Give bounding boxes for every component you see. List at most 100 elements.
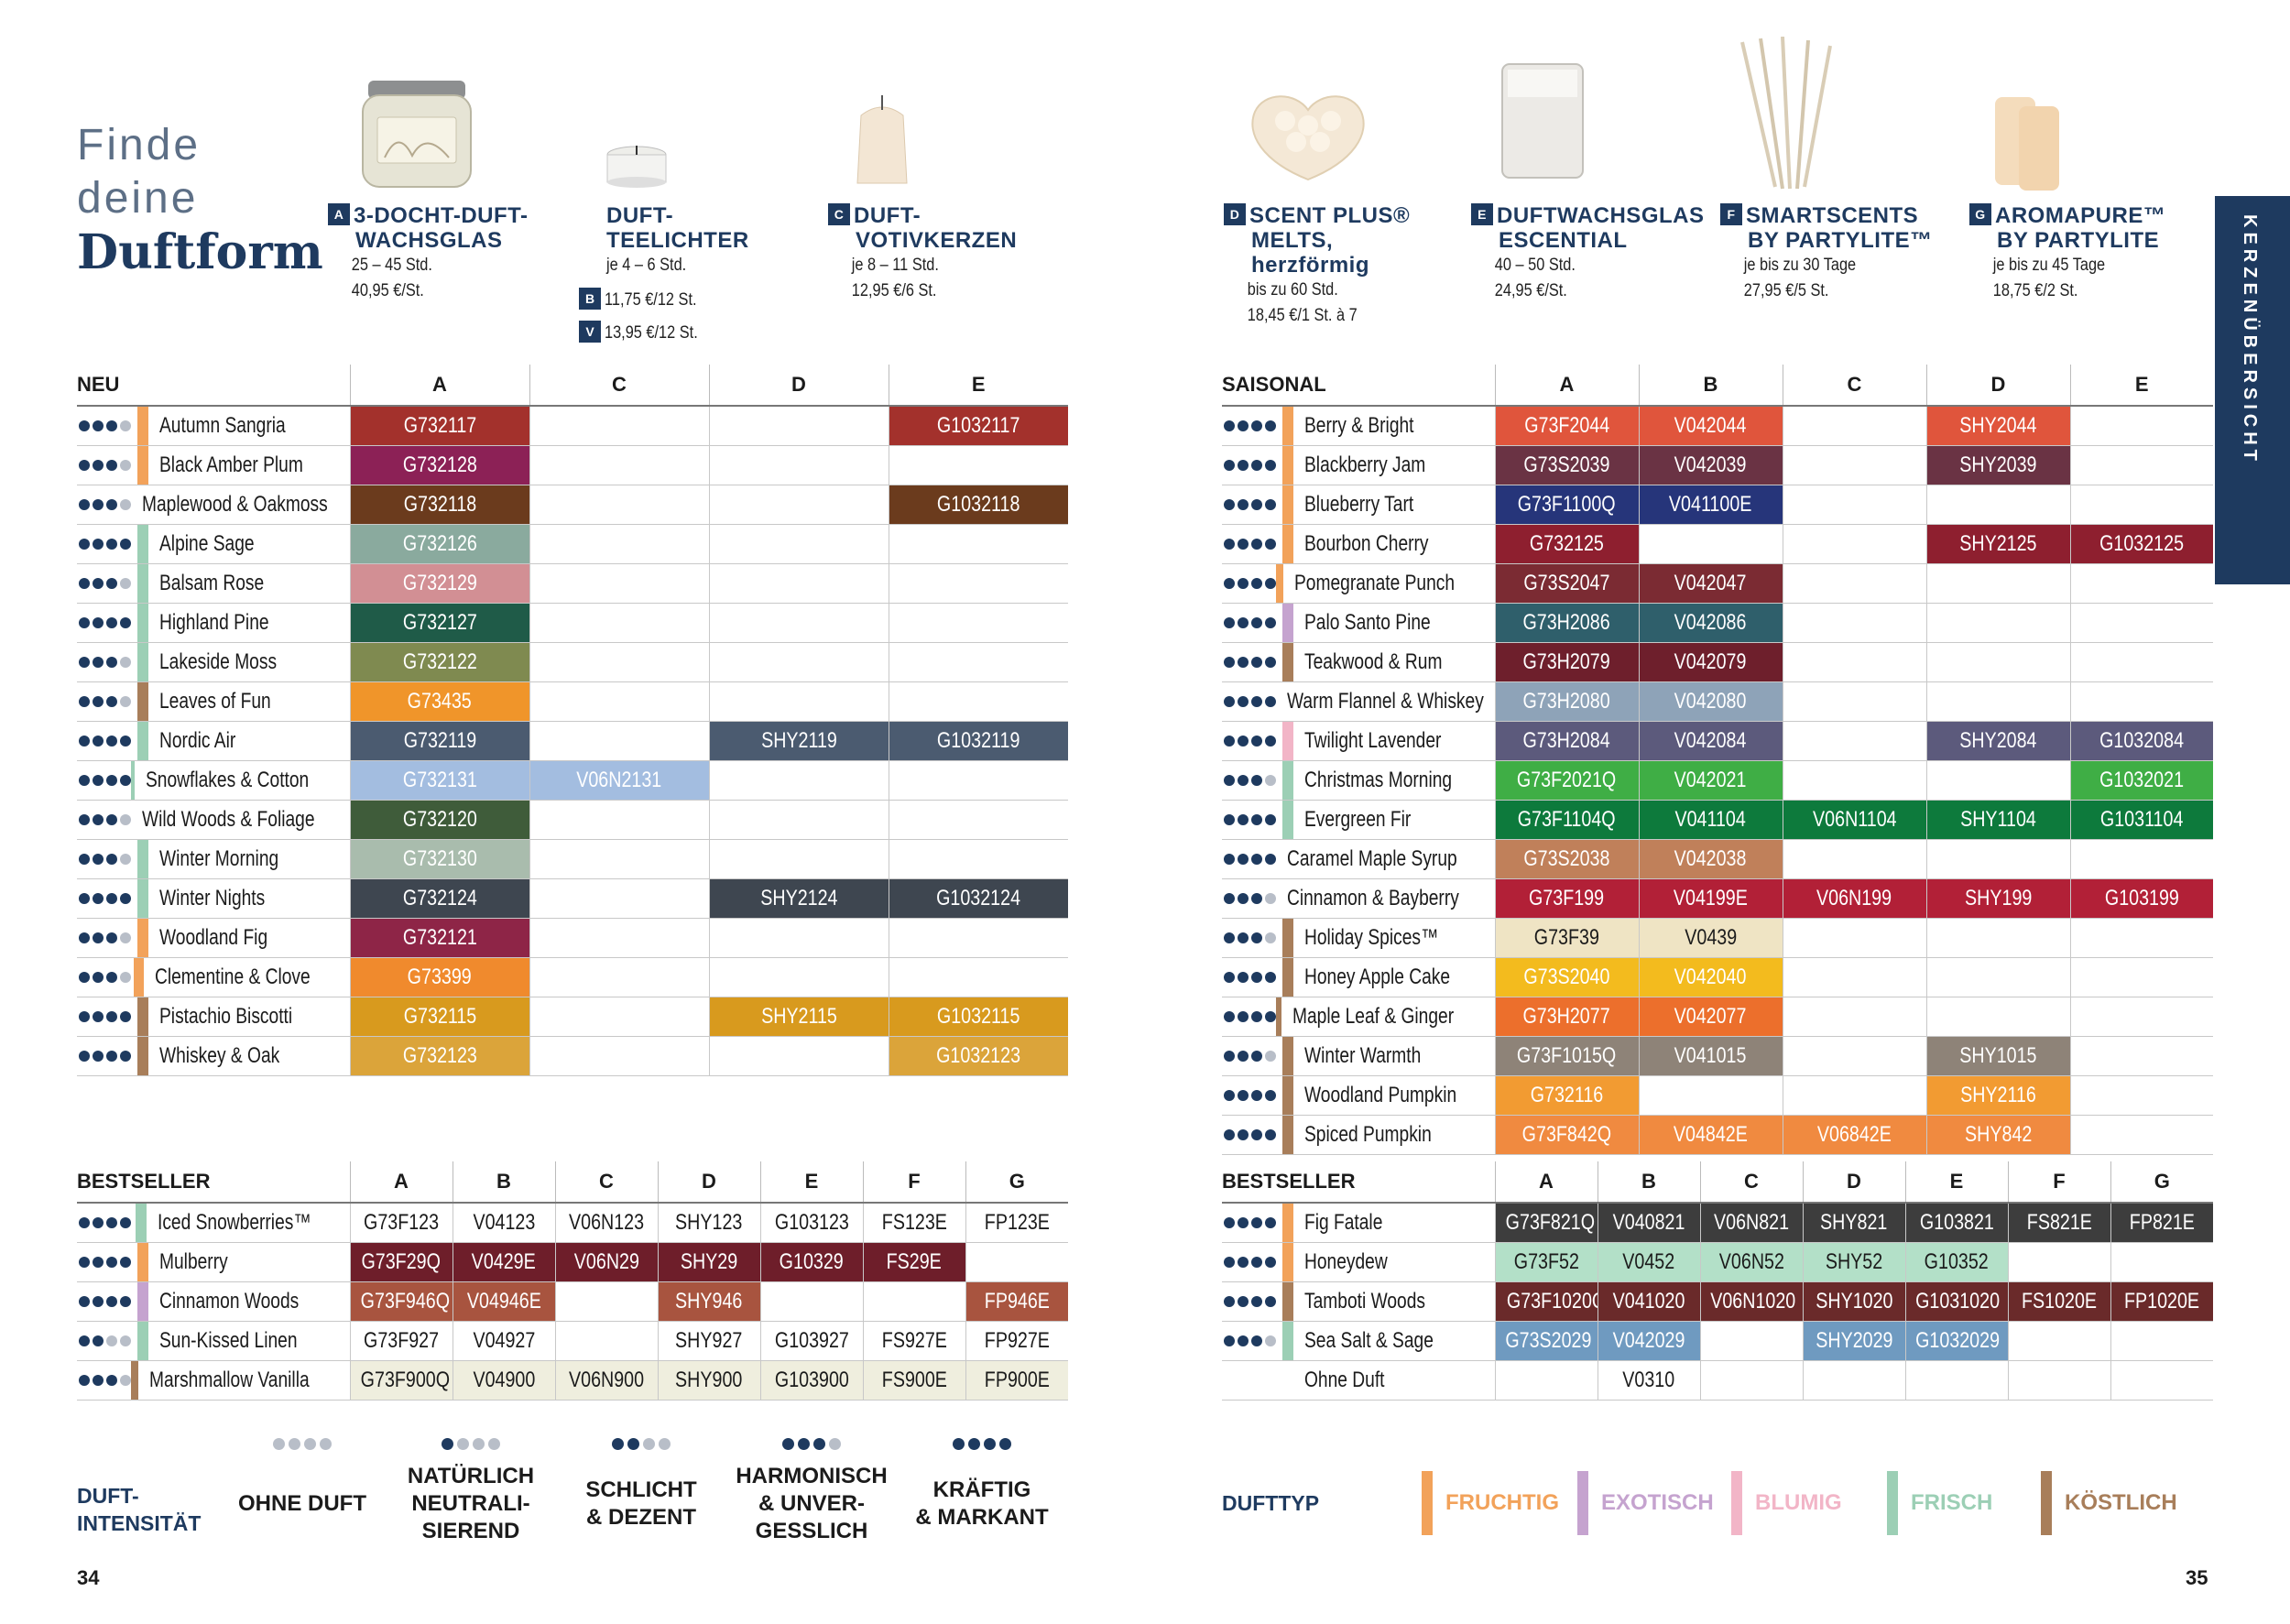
page-number-right: 35: [2186, 1566, 2208, 1589]
product-code-cell: [708, 957, 889, 997]
intensity-dot: [106, 617, 117, 628]
table-row: Honey Apple Cake G73S2040 V042040: [1222, 957, 2213, 997]
intensity-dot: [79, 696, 90, 707]
scent-type-bar: [1281, 1076, 1293, 1115]
side-tab: KERZENÜBERSICHT: [2215, 196, 2290, 584]
intensity-dot: [1224, 1090, 1235, 1101]
product-code-cell: FP927E: [965, 1321, 1068, 1361]
product-code: G73F946Q: [360, 1289, 450, 1313]
intensity-dot: [93, 578, 104, 589]
product-code-cell: [759, 1281, 863, 1322]
fragrance-cell: Black Amber Plum: [77, 445, 350, 485]
intensity-dot: [1251, 1257, 1262, 1268]
product-code: V042077: [1674, 1004, 1747, 1029]
product-code-cell: SHY1020: [1802, 1281, 1905, 1322]
product-code-cell: V042021: [1638, 760, 1783, 801]
product-code-cell: SHY52: [1802, 1242, 1905, 1282]
intensity-dot: [106, 1217, 117, 1228]
intensity-dot: [120, 1217, 131, 1228]
intensity-dots: [1222, 814, 1282, 825]
product-code: G73S2039: [1523, 452, 1610, 477]
intensity-dot: [106, 1375, 117, 1386]
fragrance-name: Spiced Pumpkin: [1304, 1122, 1432, 1147]
title-line-2: deine: [77, 174, 199, 223]
fragrance-name: Ohne Duft: [1304, 1368, 1385, 1392]
product-code-cell: V042038: [1638, 839, 1783, 879]
fragrance-cell: Bourbon Cherry: [1222, 524, 1495, 564]
fragrance-cell: Tamboti Woods: [1222, 1281, 1495, 1322]
intensity-dot: [93, 1257, 104, 1268]
fragrance-cell: Honey Apple Cake: [1222, 957, 1495, 997]
product-code-cell: G73F900Q: [349, 1360, 453, 1401]
fragrance-name: Warm Flannel & Whiskey: [1287, 689, 1484, 714]
product-code-cell: [529, 603, 709, 643]
table-row: Evergreen Fir G73F1104Q V041104 V06N1104 SHY…: [1222, 800, 2213, 840]
product-code-cell: G73S2038: [1494, 839, 1639, 879]
table-row: Marshmallow Vanilla G73F900Q V04900 V06N900…: [77, 1360, 1068, 1401]
intensity-level-label: SCHLICHT: [585, 1477, 697, 1502]
product-code-cell: [1782, 563, 1926, 604]
intensity-dot: [120, 893, 131, 904]
column-header: B: [1597, 1161, 1700, 1204]
intensity-dot: [320, 1438, 332, 1450]
intensity-dot: [1265, 1335, 1276, 1346]
product-code: G1032021: [2099, 768, 2185, 792]
product-code: G73H2086: [1522, 610, 1611, 635]
product-code-cell: FP900E: [965, 1360, 1068, 1401]
product-code-cell: [1782, 760, 1926, 801]
fragrance-cell: Pomegranate Punch: [1222, 563, 1495, 604]
neu-table: NEU A C D E Autumn Sangria G732117 G1032117 Blac…: [77, 365, 1068, 1076]
product-code-cell: [1925, 642, 2070, 682]
product-code-cell: [1782, 1075, 1926, 1116]
product-code: V041015: [1674, 1043, 1747, 1068]
intensity-level-label: & DEZENT: [586, 1505, 696, 1530]
product-code-cell: G1031104: [2069, 800, 2213, 840]
intensity-dot: [1238, 775, 1249, 786]
product-code: G732123: [402, 1043, 477, 1068]
intensity-dots: [77, 460, 137, 471]
product-code-cell: [1925, 918, 2070, 958]
fragrance-cell: Winter Warmth: [1222, 1036, 1495, 1076]
intensity-dot: [984, 1438, 996, 1450]
intensity-dot: [93, 696, 104, 707]
product-code-cell: G73H2077: [1494, 997, 1639, 1037]
product-code-cell: G732119: [349, 721, 529, 761]
intensity-dot: [1251, 460, 1262, 471]
product-code-cell: V06N900: [554, 1360, 658, 1401]
product-code-cell: [1782, 1036, 1926, 1076]
scent-type-bar: [134, 958, 145, 997]
intensity-dots: [77, 578, 137, 589]
product-code: V0429E: [471, 1249, 537, 1274]
intensity-dot: [106, 499, 117, 510]
intensity-level-label: NATÜRLICH: [407, 1464, 535, 1488]
product-code-cell: [1925, 681, 2070, 722]
intensity-dot: [1224, 1051, 1235, 1062]
intensity-dot: [1251, 814, 1262, 825]
product-code: FS29E: [886, 1249, 943, 1274]
intensity-dot: [1238, 696, 1249, 707]
product-code-cell: [2007, 1321, 2110, 1361]
product-code-cell: V042079: [1638, 642, 1783, 682]
table-row: Blueberry Tart G73F1100Q V041100E: [1222, 485, 2213, 525]
intensity-dots: [77, 420, 137, 431]
scent-type-bar: [137, 1037, 148, 1075]
product-code-cell: [554, 1281, 658, 1322]
scent-type-bar: [137, 722, 148, 760]
product-code-cell: V06N821: [1699, 1203, 1803, 1243]
intensity-dot: [1238, 1335, 1249, 1346]
intensity-dot: [798, 1438, 810, 1450]
product-code: G1031020: [1914, 1289, 2000, 1313]
product-code: SHY900: [675, 1368, 743, 1392]
intensity-dot: [93, 736, 104, 747]
product-code: G732118: [403, 492, 476, 517]
intensity-dot: [79, 1051, 90, 1062]
product-code-cell: SHY2125: [1925, 524, 2070, 564]
product-code: V042039: [1674, 452, 1747, 477]
intensity-label: DUFT- INTENSITÄT: [77, 1484, 202, 1535]
column-header: G: [965, 1161, 1068, 1204]
intensity-dots: [1222, 1257, 1282, 1268]
intensity-dot: [1265, 854, 1276, 865]
intensity-dot: [1224, 775, 1235, 786]
product-code: G732126: [402, 531, 477, 556]
fragrance-cell: Evergreen Fir: [1222, 800, 1495, 840]
